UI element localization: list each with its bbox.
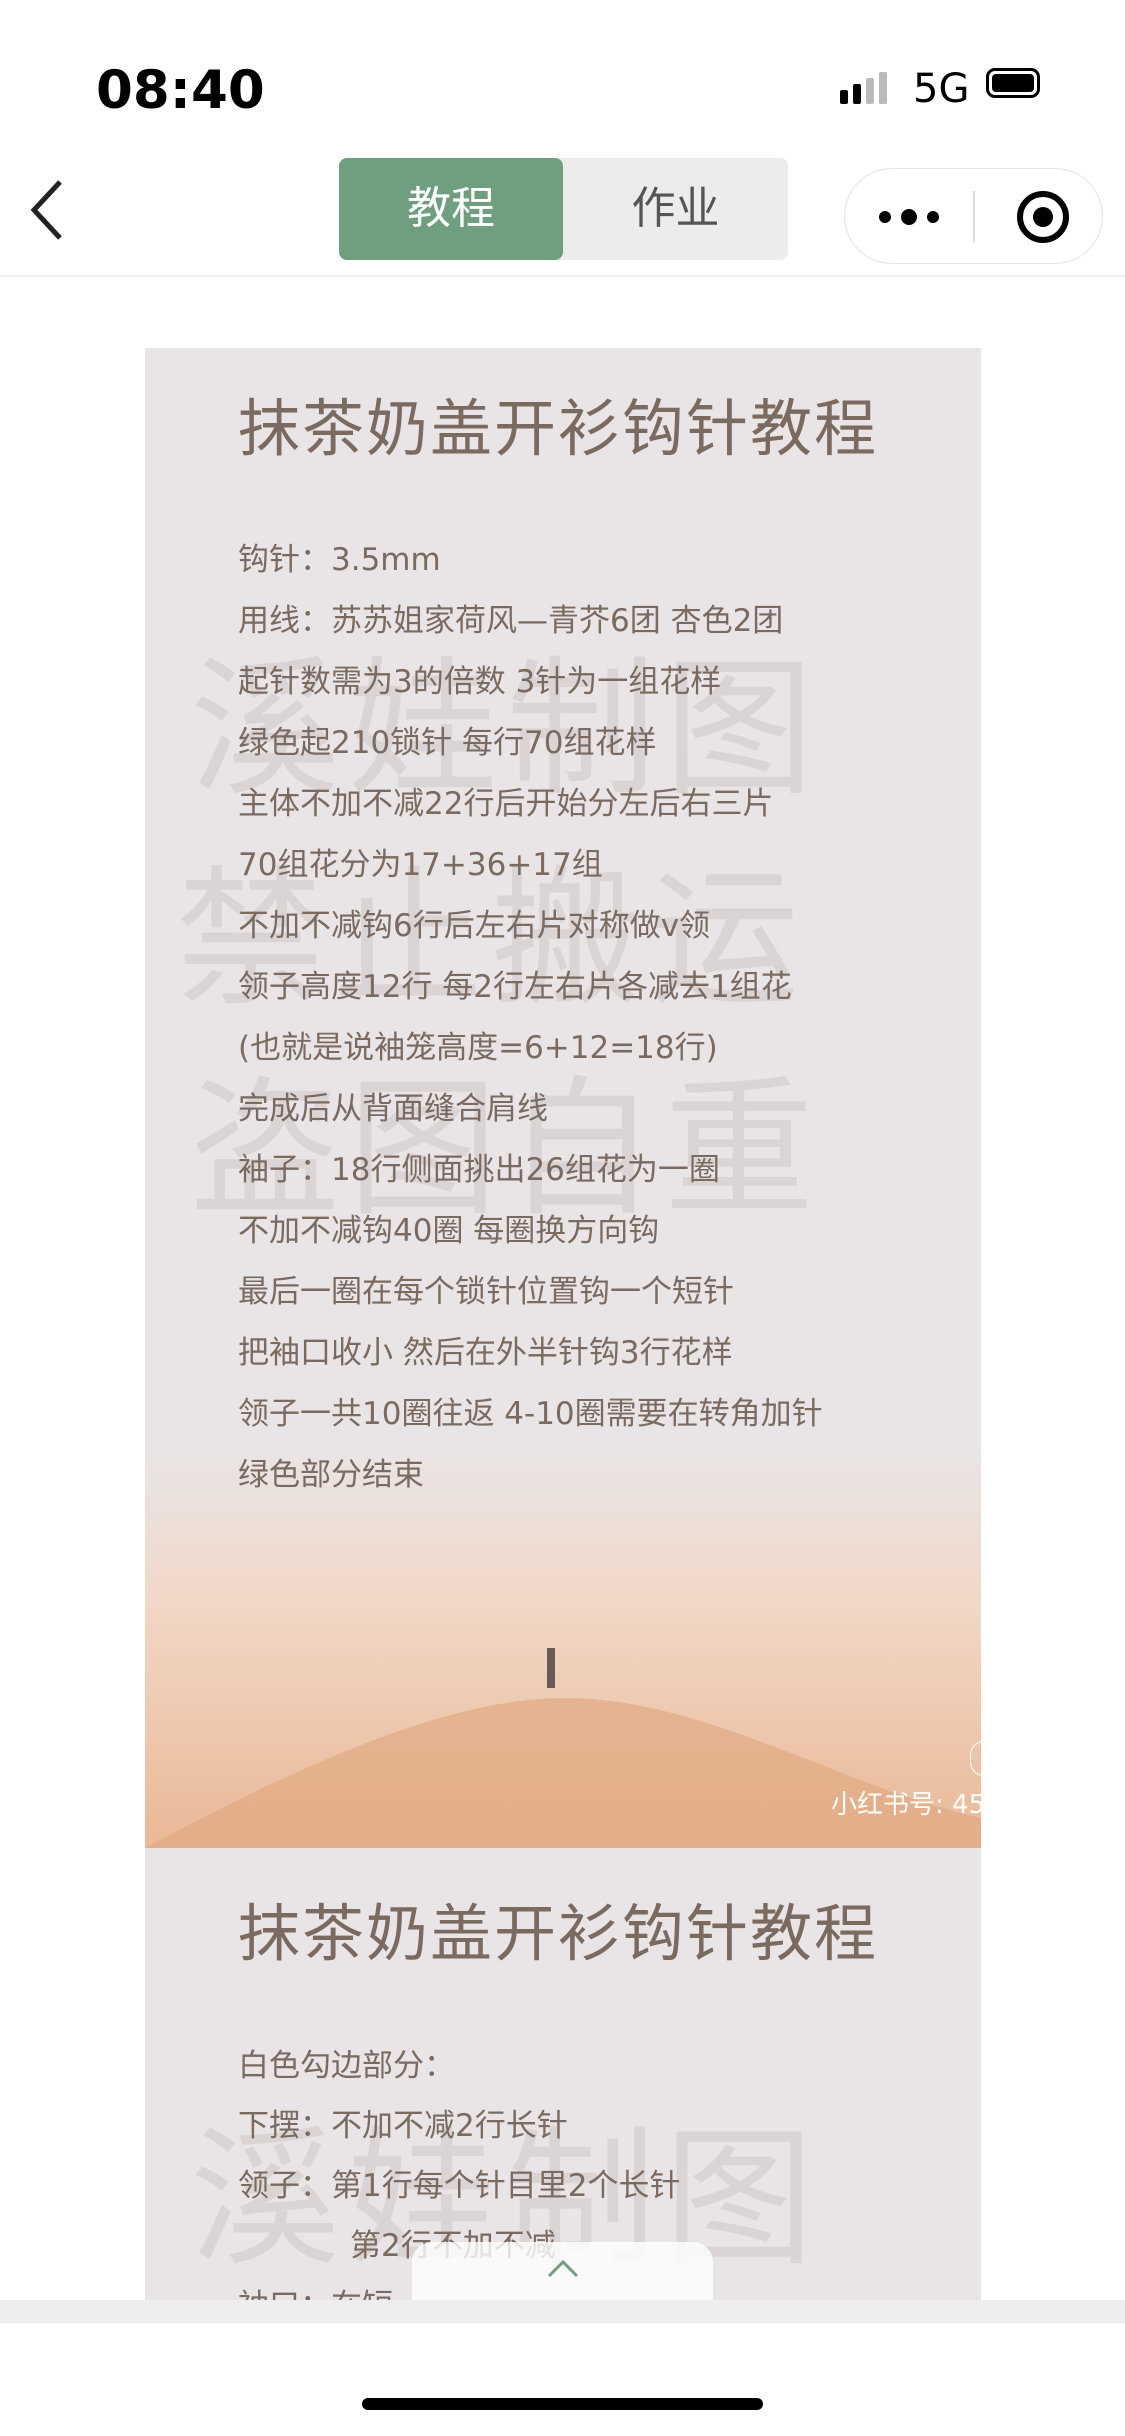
back-button[interactable] bbox=[28, 178, 68, 242]
text-line: 起针数需为3的倍数 3针为一组花样 bbox=[238, 664, 722, 700]
text-line: 把袖口收小 然后在外半针钩3行花样 bbox=[238, 1335, 733, 1371]
title: 抹茶奶盖开衫钩针教程 bbox=[238, 392, 879, 465]
capsule bbox=[844, 168, 1103, 264]
battery bbox=[986, 68, 1040, 98]
text-line: 白色勾边部分： bbox=[238, 2048, 455, 2084]
text-line: 用线：苏苏姐家荷风—青芥6团 杏色2团 bbox=[238, 603, 784, 639]
time: 08:40 bbox=[96, 60, 265, 121]
tab-active[interactable]: 教程 bbox=[339, 158, 563, 260]
text-line: (也就是说袖笼高度=6+12=18行) bbox=[238, 1030, 718, 1066]
text-line: 完成后从背面缝合肩线 bbox=[238, 1091, 548, 1127]
text-line: 最后一圈在每个锁针位置钩一个短针 bbox=[238, 1274, 734, 1310]
text-line: 领子高度12行 每2行左右片各减去1组花 bbox=[238, 969, 792, 1005]
text-line: 袖子：18行侧面挑出26组花为一圈 bbox=[238, 1152, 720, 1188]
text-line: 不加不减钩6行后左右片对称做v领 bbox=[238, 908, 711, 944]
divider bbox=[0, 275, 1125, 277]
more-button[interactable] bbox=[875, 199, 945, 235]
text-line: 领子：第1行每个针目里2个长针 bbox=[238, 2168, 681, 2204]
title: 抹茶奶盖开衫钩针教程 bbox=[238, 1897, 879, 1970]
watermark: 盗图自重 bbox=[190, 1063, 823, 1237]
text-line: 绿色起210锁针 每行70组花样 bbox=[238, 725, 657, 761]
tab[interactable]: 作业 bbox=[631, 183, 720, 234]
text-line: 袖口：在短 bbox=[238, 2280, 393, 2300]
bottom-bar bbox=[0, 2300, 1125, 2323]
image-card: 抹茶奶盖开衫钩针教程 小红书 小红书号: 455481217 溪娃制图禁止搬运盗… bbox=[145, 348, 981, 1848]
home-indicator bbox=[362, 2398, 763, 2410]
watermark: 禁止搬运 bbox=[175, 853, 808, 1027]
text-line: 下摆：不加不减2行长针 bbox=[238, 2108, 568, 2144]
text-line: 70组花分为17+36+17组 bbox=[238, 847, 603, 883]
image-card: 抹茶奶盖开衫钩针教程 溪娃制图 白色勾边部分： 下摆：不加不减2行长针 领子：第1行每… bbox=[145, 1848, 981, 2300]
id-label: 小红书号: 455481217 bbox=[831, 1790, 981, 1820]
text-line: 钩针：3.5mm bbox=[238, 542, 441, 578]
dune bbox=[145, 1648, 981, 1848]
text-line: 不加不减钩40圈 每圈换方向钩 bbox=[238, 1213, 660, 1249]
expand-button[interactable] bbox=[412, 2242, 713, 2300]
network: 5G bbox=[913, 66, 970, 112]
watermark: 溪娃制图 bbox=[190, 643, 823, 817]
text-line: 绿色部分结束 bbox=[238, 1457, 424, 1493]
text-line: 主体不加不减22行后开始分左后右三片 bbox=[238, 786, 774, 822]
close-button[interactable] bbox=[1015, 189, 1071, 245]
text-line: 领子一共10圈往返 4-10圈需要在转角加针 bbox=[238, 1396, 823, 1432]
